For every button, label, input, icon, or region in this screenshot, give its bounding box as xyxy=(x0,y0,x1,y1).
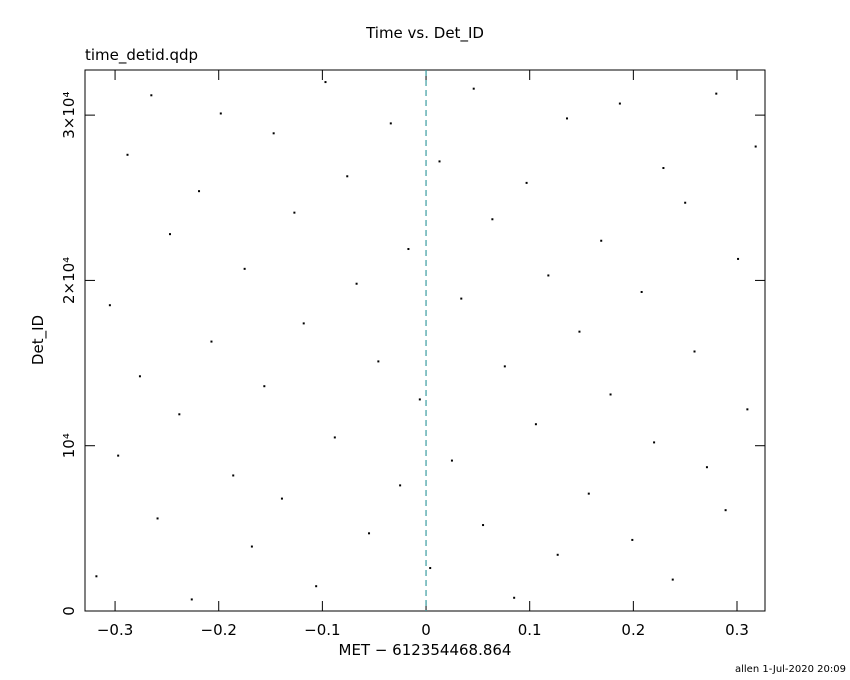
point xyxy=(600,239,603,242)
point xyxy=(243,267,246,270)
point xyxy=(684,201,687,204)
point xyxy=(724,509,727,512)
point xyxy=(108,304,111,307)
x-tick-label: −0.1 xyxy=(304,621,340,639)
x-tick-label: 0.1 xyxy=(518,621,542,639)
point xyxy=(250,545,253,548)
point xyxy=(525,181,528,184)
y-axis-label: Det_ID xyxy=(29,315,48,365)
x-tick-label: 0 xyxy=(421,621,431,639)
point xyxy=(117,454,120,457)
point xyxy=(609,393,612,396)
y-tick-label: 3×10⁴ xyxy=(60,92,78,139)
point xyxy=(631,538,634,541)
point xyxy=(95,575,98,578)
point xyxy=(389,122,392,125)
x-tick-label: 0.3 xyxy=(725,621,749,639)
point xyxy=(407,248,410,251)
point xyxy=(418,398,421,401)
point xyxy=(566,117,569,120)
point xyxy=(737,257,740,260)
point xyxy=(578,330,581,333)
point xyxy=(460,297,463,300)
point xyxy=(547,274,550,277)
point xyxy=(640,290,643,293)
point xyxy=(190,598,193,601)
point xyxy=(746,408,749,411)
point xyxy=(472,87,475,90)
point xyxy=(324,81,327,84)
point xyxy=(178,413,181,416)
point xyxy=(169,233,171,236)
point xyxy=(263,385,266,388)
point xyxy=(715,92,718,95)
point xyxy=(232,474,235,477)
point xyxy=(198,190,201,193)
point xyxy=(618,102,621,105)
point xyxy=(399,484,402,487)
point xyxy=(587,492,590,495)
point xyxy=(482,524,485,527)
point xyxy=(556,553,559,556)
point xyxy=(355,282,358,285)
point xyxy=(280,497,283,500)
y-tick-label: 2×10⁴ xyxy=(60,257,78,304)
chart-subtitle: time_detid.qdp xyxy=(85,46,198,65)
y-tick-label: 10⁴ xyxy=(60,433,78,458)
point xyxy=(438,160,441,163)
point xyxy=(503,365,506,368)
chart-title: Time vs. Det_ID xyxy=(365,24,484,43)
point xyxy=(653,441,656,444)
point xyxy=(534,423,537,426)
point xyxy=(138,375,141,378)
point xyxy=(705,466,708,469)
plot-frame xyxy=(84,69,766,612)
point xyxy=(302,322,305,325)
point xyxy=(377,360,380,363)
point xyxy=(156,517,159,520)
point xyxy=(693,350,696,353)
x-tick-label: 0.2 xyxy=(621,621,645,639)
x-tick-label: −0.3 xyxy=(97,621,133,639)
point xyxy=(315,585,318,588)
point xyxy=(272,132,275,135)
point xyxy=(671,578,674,581)
x-tick-label: −0.2 xyxy=(201,621,237,639)
point xyxy=(333,436,336,439)
point xyxy=(450,459,453,462)
point xyxy=(126,153,129,156)
point xyxy=(513,596,516,599)
y-tick-label: 0 xyxy=(60,606,78,616)
point xyxy=(429,567,432,570)
point xyxy=(219,112,222,115)
footer: allen 1-Jul-2020 20:09 xyxy=(735,664,846,675)
point xyxy=(491,218,494,221)
point xyxy=(346,175,349,178)
point xyxy=(293,211,296,214)
point xyxy=(754,145,757,148)
point xyxy=(210,340,213,343)
x-axis-label: MET − 612354468.864 xyxy=(339,641,512,659)
point xyxy=(662,167,665,170)
point xyxy=(150,94,153,97)
point xyxy=(368,532,371,535)
